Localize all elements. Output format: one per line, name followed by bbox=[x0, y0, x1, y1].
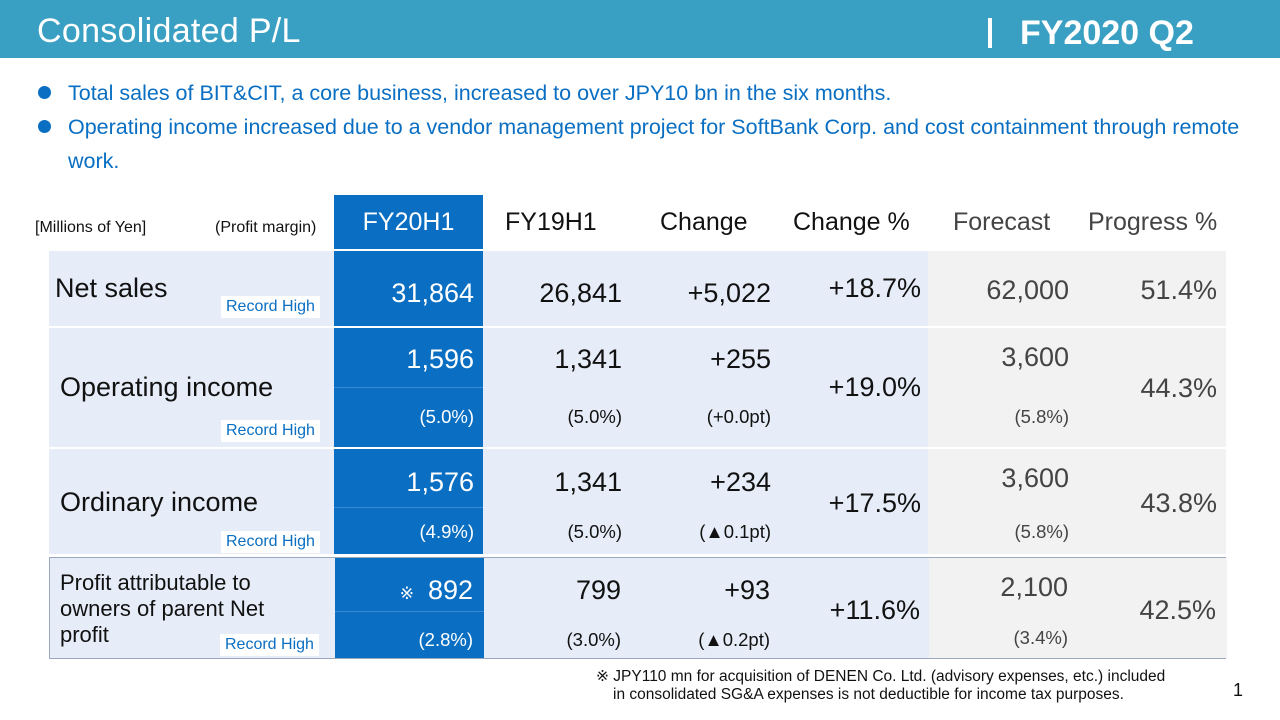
forecast-margin: (5.8%) bbox=[1014, 406, 1070, 427]
footnote: ※ JPY110 mn for acquisition of DENEN Co.… bbox=[596, 668, 1166, 703]
progress-value: 43.8% bbox=[1140, 488, 1217, 518]
current-margin: (5.0%) bbox=[419, 406, 475, 427]
forecast-margin: (5.8%) bbox=[1014, 521, 1070, 542]
bullet-item: Operating income increased due to a vend… bbox=[38, 110, 1248, 178]
record-high-badge: Record High bbox=[221, 531, 320, 553]
profit-margin-label: (Profit margin) bbox=[215, 219, 317, 236]
table-row-net-sales: Net sales Record High 31,864 26,841 +5,0… bbox=[49, 251, 1226, 326]
row-label: Operating income bbox=[60, 372, 274, 402]
change-pct-value: +19.0% bbox=[828, 372, 921, 402]
previous-margin: (5.0%) bbox=[567, 521, 623, 542]
header-banner: Consolidated P/L FY2020 Q2 bbox=[0, 0, 1280, 58]
forecast-value: 62,000 bbox=[986, 275, 1069, 305]
table-row-operating-income: Operating income Record High 1,596 (5.0%… bbox=[49, 328, 1226, 447]
change-pct-value: +18.7% bbox=[828, 273, 921, 303]
forecast-value: 2,100 bbox=[1000, 572, 1068, 602]
period-label: FY2020 Q2 bbox=[1020, 14, 1194, 52]
current-value: ※ 892 bbox=[399, 575, 473, 605]
current-value: 31,864 bbox=[391, 278, 474, 308]
previous-value: 799 bbox=[575, 575, 621, 605]
row-label: Profit attributable to owners of parent … bbox=[60, 570, 265, 647]
column-header-fy20h1: FY20H1 bbox=[334, 195, 483, 249]
change-value: +5,022 bbox=[687, 278, 771, 308]
record-high-badge: Record High bbox=[221, 296, 320, 318]
units-label: [Millions of Yen] bbox=[35, 219, 147, 236]
previous-margin: (3.0%) bbox=[566, 629, 622, 650]
table-row-ordinary-income: Ordinary income Record High 1,576 (4.9%)… bbox=[49, 449, 1226, 554]
bullet-item: Total sales of BIT&CIT, a core business,… bbox=[38, 76, 1248, 110]
change-pct-value: +11.6% bbox=[829, 595, 920, 625]
title-separator bbox=[988, 18, 992, 48]
current-margin: (4.9%) bbox=[419, 521, 475, 542]
page-number: 1 bbox=[1233, 680, 1244, 700]
bullet-text: Operating income increased due to a vend… bbox=[68, 115, 1240, 173]
note-mark-icon: ※ bbox=[399, 584, 414, 603]
current-value: 1,596 bbox=[406, 344, 474, 374]
table-row-net-profit: Profit attributable to owners of parent … bbox=[49, 557, 1227, 659]
progress-value: 44.3% bbox=[1140, 373, 1217, 403]
forecast-margin: (3.4%) bbox=[1013, 627, 1069, 648]
bullet-text: Total sales of BIT&CIT, a core business,… bbox=[68, 81, 892, 105]
change-margin: (+0.0pt) bbox=[706, 406, 771, 427]
current-value: 1,576 bbox=[406, 467, 474, 497]
row-label: Ordinary income bbox=[60, 487, 259, 517]
change-pct-value: +17.5% bbox=[828, 488, 921, 518]
forecast-value: 3,600 bbox=[1001, 342, 1069, 372]
bullet-dot-icon bbox=[38, 120, 51, 133]
record-high-badge: Record High bbox=[221, 420, 320, 442]
forecast-value: 3,600 bbox=[1001, 463, 1069, 493]
progress-value: 51.4% bbox=[1140, 275, 1217, 305]
slide-title: Consolidated P/L bbox=[37, 12, 301, 50]
column-header-change: Change bbox=[660, 208, 748, 236]
column-header-progress: Progress % bbox=[1088, 208, 1218, 236]
change-value: +234 bbox=[710, 467, 771, 497]
column-header-change-pct: Change % bbox=[793, 208, 910, 236]
change-value: +93 bbox=[724, 575, 770, 605]
previous-value: 1,341 bbox=[554, 467, 622, 497]
progress-value: 42.5% bbox=[1139, 595, 1216, 625]
change-margin: (▲0.2pt) bbox=[698, 629, 770, 650]
summary-bullets: Total sales of BIT&CIT, a core business,… bbox=[38, 76, 1248, 178]
previous-value: 1,341 bbox=[554, 344, 622, 374]
bullet-dot-icon bbox=[38, 86, 51, 99]
column-header-fy19h1: FY19H1 bbox=[505, 208, 597, 236]
change-value: +255 bbox=[710, 344, 771, 374]
column-header-forecast: Forecast bbox=[953, 208, 1051, 236]
previous-value: 26,841 bbox=[539, 278, 622, 308]
record-high-badge: Record High bbox=[220, 634, 319, 656]
change-margin: (▲0.1pt) bbox=[699, 521, 771, 542]
previous-margin: (5.0%) bbox=[567, 406, 623, 427]
row-label: Net sales bbox=[55, 273, 168, 303]
current-margin: (2.8%) bbox=[418, 629, 474, 650]
